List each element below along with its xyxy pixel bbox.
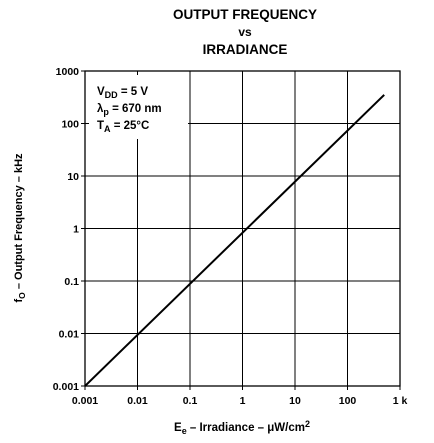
x-tick-label: 10 [289,395,301,407]
chart-title-line-3: IRRADIANCE [203,42,288,57]
x-tick-label: 0.01 [127,395,148,407]
chart-title-line-2: vs [238,25,252,39]
y-tick-labels: 0.001 0.01 0.1 1 10 100 1000 [53,66,79,393]
y-tick-label: 0.001 [53,381,79,393]
chart-title-line-1: OUTPUT FREQUENCY [173,7,317,22]
x-tick-label: 100 [339,395,357,407]
y-tick-label: 0.01 [59,329,80,341]
x-axis-label: Ee – Irradiance – μW/cm2 [174,419,310,436]
y-tick-label: 0.1 [64,276,79,288]
chart-title: OUTPUT FREQUENCY vs IRRADIANCE [173,7,317,57]
x-tick-label: 0.001 [72,395,98,407]
x-tick-label: 1 [240,395,246,407]
y-axis-label: fO – Output Frequency – kHz [13,153,27,303]
x-tick-label: 0.1 [183,395,198,407]
y-tick-label: 1000 [56,66,80,78]
y-tick-label: 10 [67,171,79,183]
y-tick-label: 100 [61,119,79,131]
x-tick-labels: 0.001 0.01 0.1 1 10 100 1 k [72,395,408,407]
x-tick-label: 1 k [393,395,408,407]
y-tick-label: 1 [73,224,79,236]
